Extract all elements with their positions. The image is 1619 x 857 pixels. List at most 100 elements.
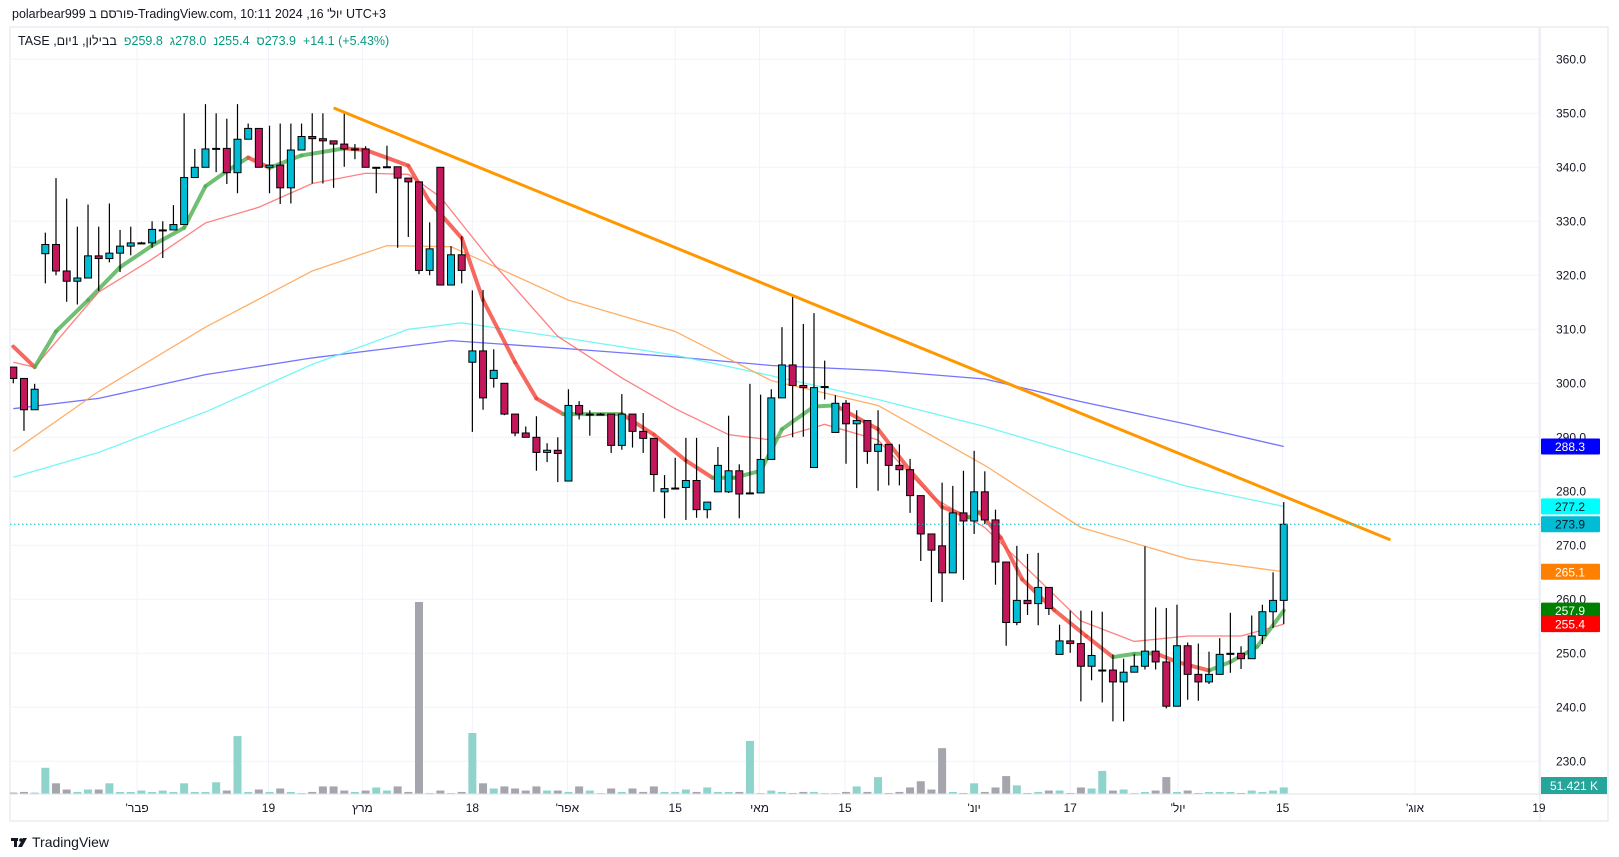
volume-bar: [1012, 785, 1021, 794]
volume-bar: [190, 791, 199, 794]
legend-change: +14.1 (+5.43%): [303, 34, 390, 48]
candle-body: [991, 519, 1000, 563]
candle-body: [810, 387, 818, 469]
candle-body: [489, 369, 498, 379]
legend-close-prefix: ס: [256, 34, 265, 48]
legend-high-group: ג 278.0: [170, 34, 207, 48]
x-tick-label: 18: [466, 801, 480, 815]
volume-bar: [1237, 792, 1246, 794]
price-label-277.2-bg: [1541, 498, 1600, 515]
volume-bar: [158, 790, 167, 794]
candle-body: [148, 228, 157, 244]
candle-body: [799, 384, 808, 389]
candle-body: [350, 148, 359, 151]
volume-bar: [724, 791, 733, 794]
volume-bar: [126, 791, 135, 794]
ema-fast-segment: [481, 298, 518, 365]
volume-bar: [276, 788, 285, 794]
volume-bar: [137, 790, 146, 794]
candle-body: [521, 432, 530, 438]
candle-body: [724, 470, 733, 493]
chart-frame: [9, 26, 1609, 822]
ema-fast-segment: [876, 427, 913, 473]
price-label: 288.3: [1555, 440, 1585, 454]
volume-bar: [948, 791, 957, 794]
ema-fast-segment: [203, 169, 229, 189]
volume-bar: [916, 781, 925, 794]
ema-fast-segment: [1255, 608, 1286, 649]
candle-body: [468, 350, 477, 363]
volume-bar: [1044, 790, 1053, 794]
candle-body: [244, 127, 253, 140]
volume-bar: [84, 789, 93, 794]
volume-bar: [447, 792, 456, 794]
volume-bar: [308, 791, 317, 794]
volume-bar: [1279, 787, 1288, 794]
volume-bar: [1258, 791, 1267, 794]
volume-bar: [372, 787, 381, 794]
legend-close-group: ס 273.9: [257, 34, 296, 48]
time-axis[interactable]: 'פבר 19 מרץ 18 'אפר 15 מאי 15 'יונ 17 'יול 15 'אוג 19: [126, 801, 1546, 815]
candle-body: [94, 255, 103, 260]
volume-bar: [1130, 792, 1139, 794]
volume-bar: [1172, 791, 1181, 794]
volume-bar: [852, 786, 861, 794]
candle-body: [137, 242, 146, 245]
x-tick-label: 15: [1276, 801, 1290, 815]
candle-body: [1140, 650, 1149, 667]
volume-bar: [777, 791, 786, 794]
price-label-288.3-bg: [1541, 438, 1600, 455]
ema-fast-segment: [427, 199, 464, 241]
volume-bar: [361, 790, 370, 794]
volume-bar: [318, 786, 327, 794]
ema-fast-segment: [11, 344, 37, 370]
volume-bar: [532, 786, 541, 794]
volume-bar: [254, 789, 263, 794]
price-label-255.4-bg: [1541, 616, 1600, 633]
volume-bar: [1215, 791, 1224, 794]
volume-bar: [265, 791, 274, 794]
price-pane[interactable]: [9, 104, 1540, 794]
volume-bar: [767, 790, 776, 794]
price-label-257.9-bg: [1541, 602, 1600, 619]
candle-body: [713, 464, 722, 493]
volume-bar: [222, 790, 231, 794]
candle-body: [1205, 673, 1214, 683]
volume-bar: [884, 792, 893, 794]
candle-body: [916, 495, 925, 535]
ema-fast-segment: [534, 396, 566, 417]
x-tick-label: 'אפר: [556, 801, 580, 815]
legend: בבילון, 1יום, TASE פ 259.8 ג 278.0 נ 255.4 …: [18, 33, 389, 49]
volume-bar: [94, 789, 103, 794]
volume-bar: [543, 790, 552, 794]
candle-body: [1194, 673, 1203, 683]
x-tick-label: 'פבר: [126, 801, 149, 815]
ema-fast-segment: [1174, 659, 1212, 673]
volume-bar: [842, 791, 851, 794]
price-label: 265.1: [1555, 565, 1585, 579]
volume-bar: [671, 791, 680, 794]
volume-bar: [244, 791, 253, 794]
candle-body: [190, 166, 199, 179]
volume-label-bg: [1541, 777, 1607, 794]
candle-body: [318, 138, 327, 142]
candle-body: [116, 245, 125, 254]
ema-fast-segment: [1084, 634, 1115, 660]
volume-bar: [874, 777, 883, 794]
candle-body: [276, 164, 285, 189]
candle-body: [1247, 635, 1256, 660]
y-tick-label: 360.0: [1556, 52, 1586, 66]
y-tick-label: 240.0: [1556, 700, 1586, 714]
volume-bar: [788, 792, 797, 794]
volume-bar: [350, 791, 359, 794]
x-tick-label: 'יונ: [968, 801, 981, 815]
volume-bar: [41, 767, 50, 794]
candle-body: [1108, 669, 1117, 683]
volume-bar: [1194, 792, 1203, 794]
candle-body: [639, 430, 648, 439]
ema-fast-segment: [651, 432, 688, 463]
volume-bar: [596, 792, 605, 794]
volume-bar: [425, 792, 434, 794]
legend-symbol[interactable]: בבילון, 1יום, TASE: [18, 34, 117, 48]
x-tick-label: 19: [262, 801, 276, 815]
